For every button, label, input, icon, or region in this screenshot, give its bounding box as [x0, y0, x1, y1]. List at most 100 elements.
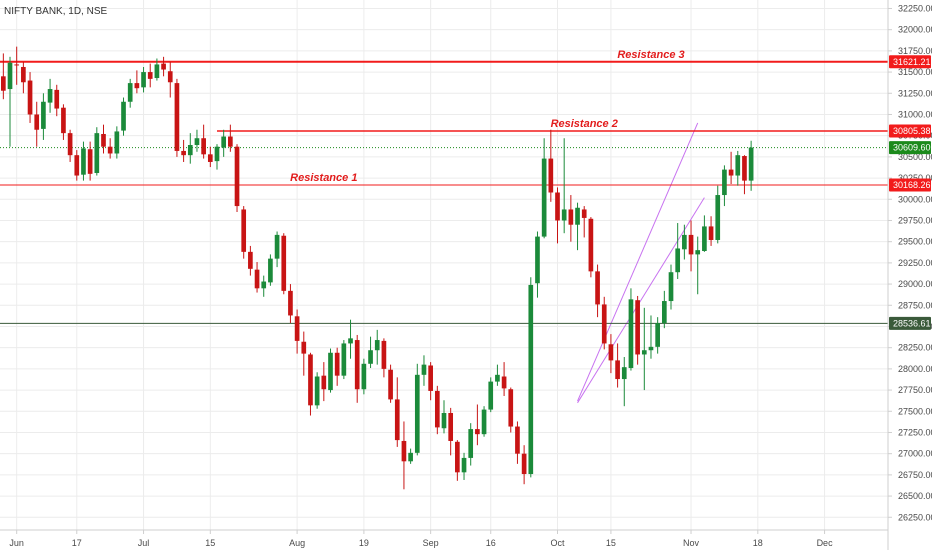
- candle-body: [348, 338, 353, 344]
- candle: [261, 275, 267, 297]
- candle: [561, 138, 567, 234]
- candle-body: [7, 62, 13, 90]
- candle: [268, 254, 273, 286]
- candle: [134, 70, 140, 94]
- candle: [341, 340, 347, 380]
- candle-body: [354, 340, 360, 390]
- candle-body: [414, 374, 420, 453]
- candle-body: [154, 64, 160, 79]
- candle-body: [601, 304, 607, 344]
- candle: [735, 150, 741, 186]
- candle: [81, 141, 86, 181]
- y-tick-label: 31500.00: [898, 67, 932, 77]
- candle: [548, 129, 554, 202]
- candle: [214, 144, 220, 170]
- candle-body: [94, 133, 100, 173]
- candle: [528, 277, 534, 478]
- candle-body: [488, 381, 494, 410]
- candle: [34, 101, 40, 147]
- candle-body: [47, 89, 53, 103]
- candle: [107, 138, 113, 159]
- candle-body: [588, 218, 594, 272]
- candle-body: [101, 133, 106, 147]
- candle: [328, 348, 333, 393]
- candle-body: [722, 169, 727, 196]
- candle: [668, 264, 674, 310]
- resistance-price-badge: [889, 124, 931, 138]
- candle-body: [595, 271, 600, 305]
- y-tick-label: 30000.00: [898, 194, 932, 204]
- candle: [715, 185, 721, 244]
- y-tick-label: 30250.00: [898, 173, 932, 183]
- candle: [361, 358, 367, 395]
- candle-body: [748, 147, 754, 181]
- candle: [254, 262, 260, 293]
- candle: [274, 231, 280, 268]
- candle: [234, 144, 240, 212]
- candle: [488, 377, 494, 413]
- candle-body: [428, 365, 433, 391]
- candle-body: [281, 235, 287, 291]
- candle-body: [615, 360, 620, 380]
- candle-body: [301, 341, 307, 354]
- candle: [221, 129, 227, 157]
- candle: [394, 377, 400, 447]
- candle: [41, 93, 46, 140]
- x-tick-label: Dec: [817, 538, 834, 548]
- candles: [1, 46, 754, 490]
- candle-body: [341, 343, 347, 376]
- y-tick-label: 29500.00: [898, 237, 932, 247]
- candle-body: [461, 457, 467, 473]
- candle: [655, 317, 660, 354]
- candle-body: [21, 66, 26, 83]
- candle: [661, 290, 667, 329]
- candle: [722, 165, 727, 207]
- candle-body: [254, 269, 260, 289]
- candle-body: [528, 284, 534, 475]
- y-tick-label: 30500.00: [898, 152, 932, 162]
- candle-body: [74, 155, 80, 176]
- candle: [174, 78, 180, 157]
- candle: [575, 202, 580, 251]
- candle: [301, 331, 307, 376]
- y-tick-label: 31000.00: [898, 109, 932, 119]
- candle-body: [682, 234, 687, 250]
- candle-body: [141, 72, 146, 88]
- candle-body: [207, 154, 213, 162]
- y-tick-label: 27500.00: [898, 406, 932, 416]
- candle-body: [114, 131, 120, 154]
- candle: [187, 133, 193, 164]
- candle: [748, 140, 754, 191]
- candle: [635, 295, 640, 365]
- candle: [475, 404, 480, 446]
- y-tick-label: 32250.00: [898, 3, 932, 13]
- candle: [555, 187, 560, 244]
- candle: [348, 319, 353, 359]
- candle-body: [628, 299, 634, 369]
- y-tick-label: 27000.00: [898, 449, 932, 459]
- candle-body: [121, 101, 126, 131]
- support-price-badge-text: 28536.61: [893, 318, 931, 328]
- candle: [414, 363, 420, 456]
- y-tick-label: 31750.00: [898, 46, 932, 56]
- x-tick-label: Oct: [550, 538, 565, 548]
- candle: [688, 220, 694, 272]
- y-tick-label: 27750.00: [898, 385, 932, 395]
- resistance-price-badge-text: 31621.21: [893, 57, 931, 67]
- candle: [728, 151, 734, 185]
- candle: [588, 217, 594, 278]
- candle-body: [34, 114, 40, 130]
- candle: [94, 127, 100, 176]
- candle: [308, 352, 313, 416]
- candle-body: [328, 352, 333, 391]
- candle-body: [1, 76, 6, 91]
- resistance-price-badge-text: 30168.26: [893, 180, 931, 190]
- x-tick-label: 15: [205, 538, 215, 548]
- candle: [288, 284, 293, 324]
- y-tick-label: 29250.00: [898, 258, 932, 268]
- candle-body: [134, 83, 140, 89]
- candle: [334, 347, 340, 386]
- candle-body: [468, 429, 474, 458]
- candle-body: [655, 323, 660, 347]
